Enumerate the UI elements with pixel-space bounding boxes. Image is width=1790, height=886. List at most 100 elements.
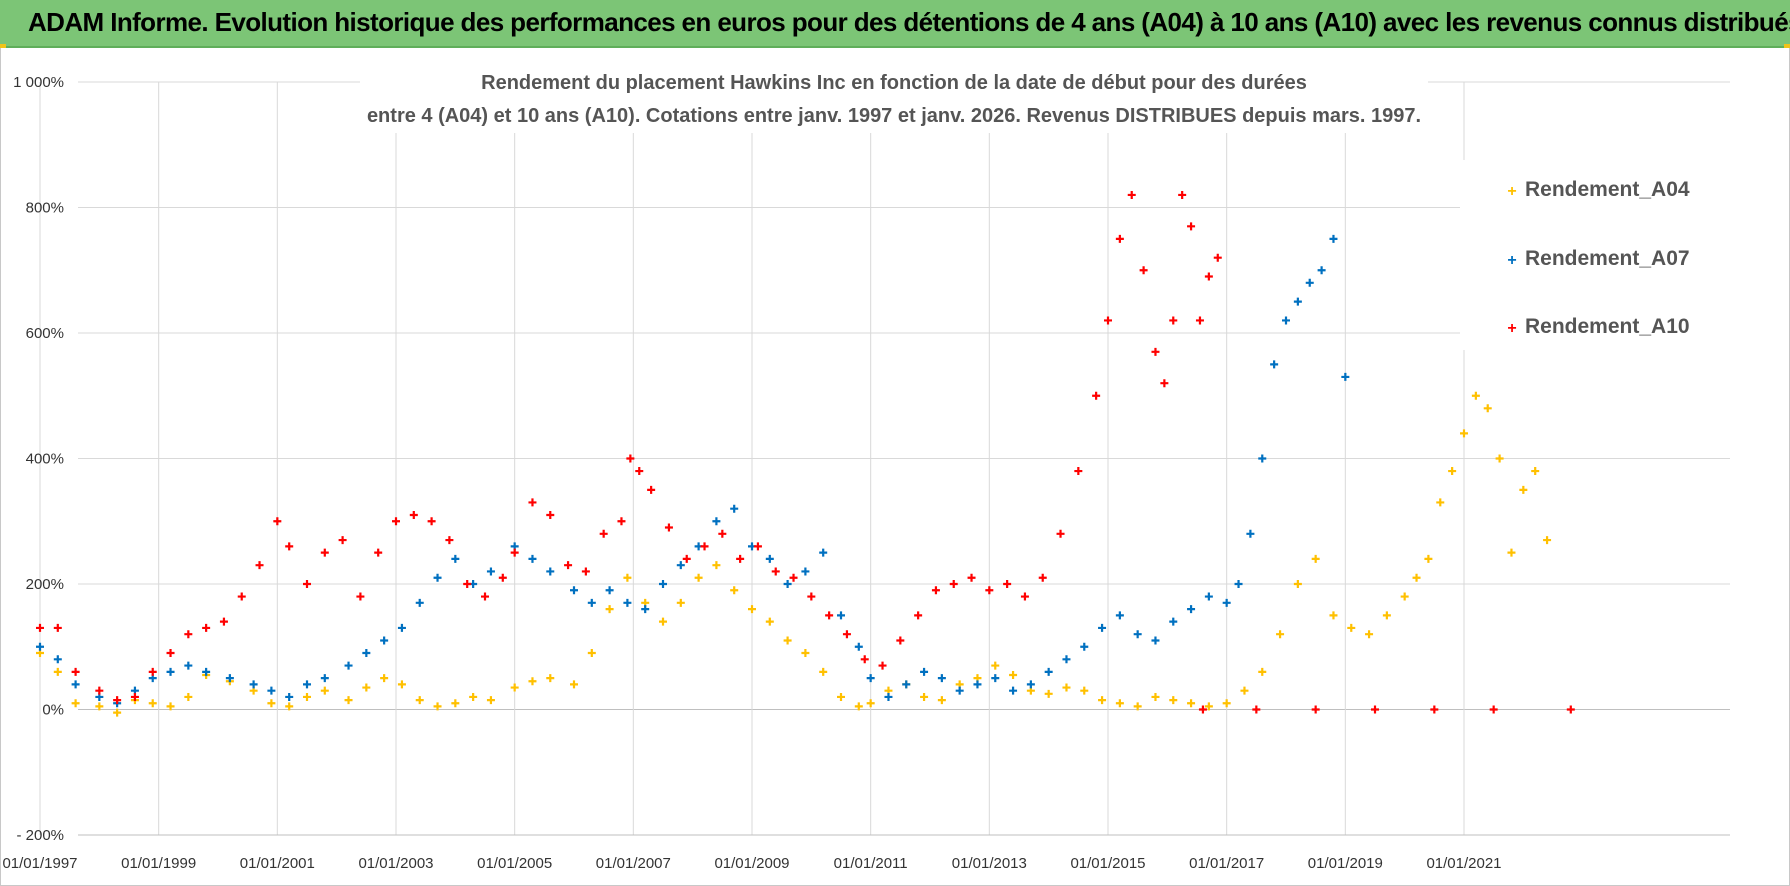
data-point xyxy=(1133,630,1142,639)
chart-legend: + Rendement_A04 + Rendement_A07 + Rendem… xyxy=(1460,160,1730,350)
data-point xyxy=(344,661,353,670)
x-axis: 01/01/1997 01/01/1999 01/01/2001 01/01/2003… xyxy=(2,855,1501,872)
data-point xyxy=(362,683,371,692)
data-point xyxy=(374,548,383,557)
data-point xyxy=(1151,692,1160,701)
data-point xyxy=(184,692,193,701)
data-point xyxy=(736,554,745,563)
data-point xyxy=(854,702,863,711)
data-point xyxy=(1133,702,1142,711)
data-point xyxy=(320,674,329,683)
data-point xyxy=(937,696,946,705)
data-point xyxy=(1062,655,1071,664)
data-point xyxy=(380,636,389,645)
data-point xyxy=(1424,554,1433,563)
data-point xyxy=(1098,623,1107,632)
data-point xyxy=(433,573,442,582)
page-title: ADAM Informe. Evolution historique des p… xyxy=(28,7,1790,37)
data-point xyxy=(1115,611,1124,620)
data-point xyxy=(635,467,644,476)
data-point xyxy=(564,561,573,570)
data-point xyxy=(730,586,739,595)
data-point xyxy=(1169,617,1178,626)
data-point xyxy=(184,630,193,639)
legend-marker-a07: + xyxy=(1507,252,1516,269)
data-point xyxy=(1151,347,1160,356)
data-point xyxy=(486,696,495,705)
legend-marker-a10: + xyxy=(1507,320,1516,337)
data-point xyxy=(1252,705,1261,714)
data-point xyxy=(801,649,810,658)
chart-title: Rendement du placement Hawkins Inc en fo… xyxy=(481,72,1307,94)
data-point xyxy=(1507,548,1516,557)
data-point xyxy=(53,655,62,664)
data-point xyxy=(148,667,157,676)
data-point xyxy=(1246,529,1255,538)
corner-accent-right xyxy=(1784,44,1790,48)
data-point xyxy=(397,680,406,689)
x-tick-label: 01/01/2005 xyxy=(477,855,552,872)
data-point xyxy=(1056,529,1065,538)
data-point xyxy=(931,586,940,595)
data-point xyxy=(1460,429,1468,438)
data-point xyxy=(528,498,537,507)
data-point xyxy=(902,680,911,689)
data-point xyxy=(1026,680,1035,689)
data-point xyxy=(1341,372,1350,381)
data-point xyxy=(166,649,175,658)
data-point xyxy=(427,517,436,526)
data-point xyxy=(1169,696,1178,705)
data-point xyxy=(338,536,347,545)
data-point xyxy=(451,699,460,708)
data-point xyxy=(866,674,875,683)
data-point xyxy=(949,580,958,588)
y-tick-label: 400% xyxy=(26,451,64,468)
data-point xyxy=(837,611,845,620)
data-point xyxy=(1234,580,1243,588)
data-point xyxy=(415,598,424,607)
series-rendement-a04 xyxy=(36,391,1552,717)
data-point xyxy=(659,580,667,588)
data-point xyxy=(1139,266,1148,275)
data-point xyxy=(303,580,311,588)
title-background xyxy=(360,65,1428,133)
data-point xyxy=(1495,454,1504,463)
data-point xyxy=(53,623,62,632)
data-point xyxy=(148,699,157,708)
data-point xyxy=(510,683,519,692)
data-point xyxy=(664,523,673,532)
data-point xyxy=(676,598,685,607)
data-point xyxy=(249,680,258,689)
data-point xyxy=(303,680,311,689)
series-rendement-a07 xyxy=(36,234,1350,708)
x-tick-label: 01/01/1997 xyxy=(2,855,77,872)
data-point xyxy=(267,699,276,708)
data-point xyxy=(955,686,964,695)
data-point xyxy=(1080,642,1089,651)
data-point xyxy=(1317,266,1326,275)
data-point xyxy=(783,580,792,588)
x-tick-label: 01/01/2003 xyxy=(358,855,433,872)
data-point xyxy=(1258,454,1267,463)
data-point xyxy=(184,661,193,670)
data-point xyxy=(1519,485,1528,494)
data-point xyxy=(1038,573,1047,582)
data-point xyxy=(991,674,1000,683)
data-point xyxy=(1115,234,1124,243)
data-point xyxy=(1187,605,1196,614)
data-point xyxy=(303,692,311,701)
data-point xyxy=(1080,686,1089,695)
data-point xyxy=(362,649,371,658)
data-point xyxy=(599,529,608,538)
data-point xyxy=(837,692,845,701)
data-point xyxy=(1098,696,1107,705)
y-tick-label: 1 000% xyxy=(13,74,64,91)
data-point xyxy=(1329,611,1338,620)
data-point xyxy=(878,661,887,670)
data-point xyxy=(202,623,211,632)
y-tick-label: 600% xyxy=(26,325,64,342)
data-point xyxy=(95,702,104,711)
data-point xyxy=(433,702,442,711)
data-point xyxy=(285,692,294,701)
